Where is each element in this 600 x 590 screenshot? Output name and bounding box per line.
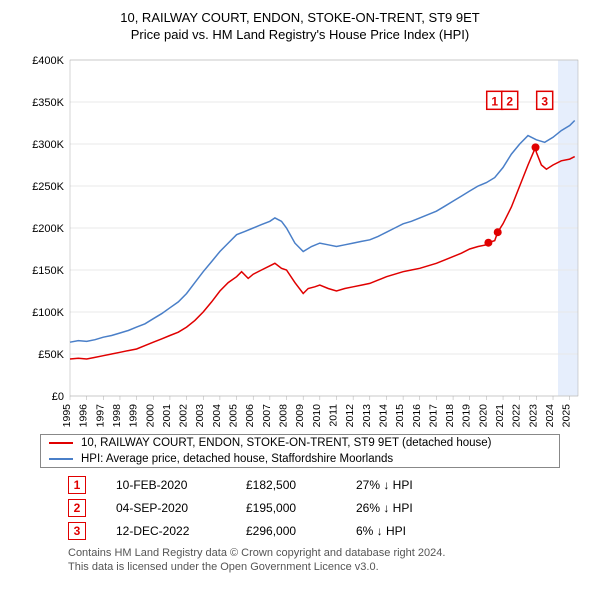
svg-text:2025: 2025 [561,404,573,428]
svg-text:1999: 1999 [128,404,140,428]
sales-row: 2 04-SEP-2020 £195,000 26% ↓ HPI [68,499,532,517]
svg-text:2000: 2000 [144,404,156,428]
legend: 10, RAILWAY COURT, ENDON, STOKE-ON-TRENT… [40,434,560,468]
svg-text:1997: 1997 [94,404,106,428]
svg-text:2017: 2017 [427,404,439,428]
svg-text:2023: 2023 [527,404,539,428]
svg-text:2005: 2005 [228,404,240,428]
svg-text:1: 1 [491,94,498,108]
sales-row: 3 12-DEC-2022 £296,000 6% ↓ HPI [68,522,532,540]
svg-text:2022: 2022 [511,404,523,428]
svg-text:1996: 1996 [78,404,90,428]
svg-text:2012: 2012 [344,404,356,428]
sale-date: 10-FEB-2020 [116,478,216,492]
sale-price: £296,000 [246,524,326,538]
legend-item: HPI: Average price, detached house, Staf… [41,451,559,467]
svg-text:£150K: £150K [32,265,64,277]
svg-text:2: 2 [506,94,513,108]
svg-text:2015: 2015 [394,404,406,428]
svg-text:£250K: £250K [32,181,64,193]
sale-marker-icon: 3 [68,522,86,540]
footer-attribution: Contains HM Land Registry data © Crown c… [68,546,532,575]
svg-text:2014: 2014 [377,404,389,428]
svg-text:£200K: £200K [32,223,64,235]
svg-text:2001: 2001 [161,404,173,428]
chart-subtitle: Price paid vs. HM Land Registry's House … [12,27,588,42]
svg-text:2021: 2021 [494,404,506,428]
sale-price: £182,500 [246,478,326,492]
sale-delta: 26% ↓ HPI [356,501,456,515]
svg-text:1995: 1995 [61,404,73,428]
svg-text:2011: 2011 [327,404,339,427]
svg-text:2004: 2004 [211,404,223,428]
svg-text:2002: 2002 [178,404,190,428]
legend-item: 10, RAILWAY COURT, ENDON, STOKE-ON-TRENT… [41,435,559,451]
svg-text:2013: 2013 [361,404,373,428]
svg-text:3: 3 [541,94,548,108]
footer-line-1: Contains HM Land Registry data © Crown c… [68,546,532,560]
svg-text:1998: 1998 [111,404,123,428]
sale-date: 12-DEC-2022 [116,524,216,538]
svg-text:£0: £0 [52,391,64,403]
sale-delta: 27% ↓ HPI [356,478,456,492]
line-chart: £0 £50K £100K £150K £200K £250K £300K £350K £400… [12,50,588,428]
svg-text:£100K: £100K [32,307,64,319]
sales-table: 1 10-FEB-2020 £182,500 27% ↓ HPI 2 04-SE… [68,476,532,540]
chart-area: £0 £50K £100K £150K £200K £250K £300K £350K £400… [12,50,588,428]
svg-text:2016: 2016 [411,404,423,428]
svg-text:2008: 2008 [278,404,290,428]
svg-text:£300K: £300K [32,139,64,151]
svg-text:2007: 2007 [261,404,273,428]
svg-text:£350K: £350K [32,97,64,109]
svg-text:£400K: £400K [32,55,64,67]
chart-title: 10, RAILWAY COURT, ENDON, STOKE-ON-TRENT… [12,10,588,25]
svg-text:2020: 2020 [477,404,489,428]
sale-date: 04-SEP-2020 [116,501,216,515]
sale-price: £195,000 [246,501,326,515]
sale-marker-icon: 2 [68,499,86,517]
sales-row: 1 10-FEB-2020 £182,500 27% ↓ HPI [68,476,532,494]
svg-text:£50K: £50K [38,349,64,361]
svg-text:2009: 2009 [294,404,306,428]
sale-marker-icon: 1 [68,476,86,494]
footer-line-2: This data is licensed under the Open Gov… [68,560,532,574]
svg-text:2019: 2019 [461,404,473,428]
svg-text:2006: 2006 [244,404,256,428]
svg-text:2003: 2003 [194,404,206,428]
svg-text:2018: 2018 [444,404,456,428]
sale-delta: 6% ↓ HPI [356,524,456,538]
svg-text:2010: 2010 [311,404,323,428]
svg-text:2024: 2024 [544,404,556,428]
